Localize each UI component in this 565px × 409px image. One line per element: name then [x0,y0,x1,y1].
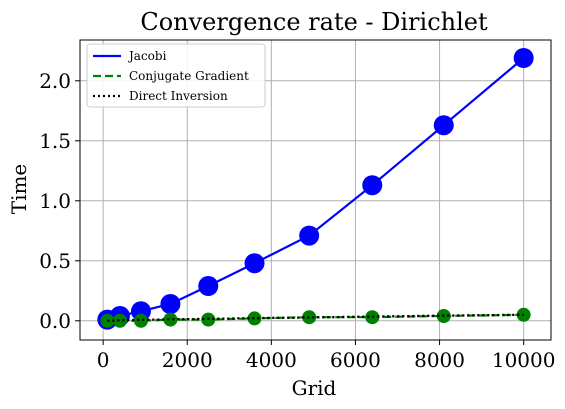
series-line [107,57,525,321]
legend-label: Direct Inversion [129,89,228,103]
y-axis-title: Time [7,164,31,215]
data-point [247,311,262,326]
data-point [365,310,380,325]
data-point [362,175,383,196]
x-tick-label: 2000 [162,348,213,372]
series-layer [97,48,534,330]
legend-box [86,43,266,108]
data-point [133,313,148,328]
y-tick-label: 1.0 [39,189,71,213]
y-tick-label: 0.0 [39,309,71,333]
data-point [513,48,534,68]
x-axis-title: Grid [292,376,337,400]
y-tick-label: 0.5 [39,249,71,273]
x-tick-label: 10000 [492,348,556,372]
x-tick-label: 4000 [246,348,297,372]
series-direct-inversion-overlay [107,313,524,322]
x-tick-label: 8000 [414,348,465,372]
x-tick-label: 6000 [330,348,381,372]
x-tick-label: 0 [97,348,110,372]
legend-label: Conjugate Gradient [129,69,249,83]
y-tick-label: 1.5 [39,129,71,153]
legend-label: Jacobi [127,49,167,63]
data-point [160,294,181,314]
data-point [163,312,178,327]
data-point [433,115,454,136]
data-point [299,225,320,246]
y-tick-label: 2.0 [39,69,71,93]
tick-layer: 0 2000 4000 6000 8000 10000 0.0 0.5 1.0 1.5 2.0 [39,69,555,372]
plot-frame [79,39,552,341]
legend: Jacobi Conjugate Gradient Direct Inversion [86,43,266,108]
data-point [244,253,265,274]
chart-title: Convergence rate - Dirichlet [140,8,488,36]
data-point [112,313,127,328]
data-point [198,276,219,296]
